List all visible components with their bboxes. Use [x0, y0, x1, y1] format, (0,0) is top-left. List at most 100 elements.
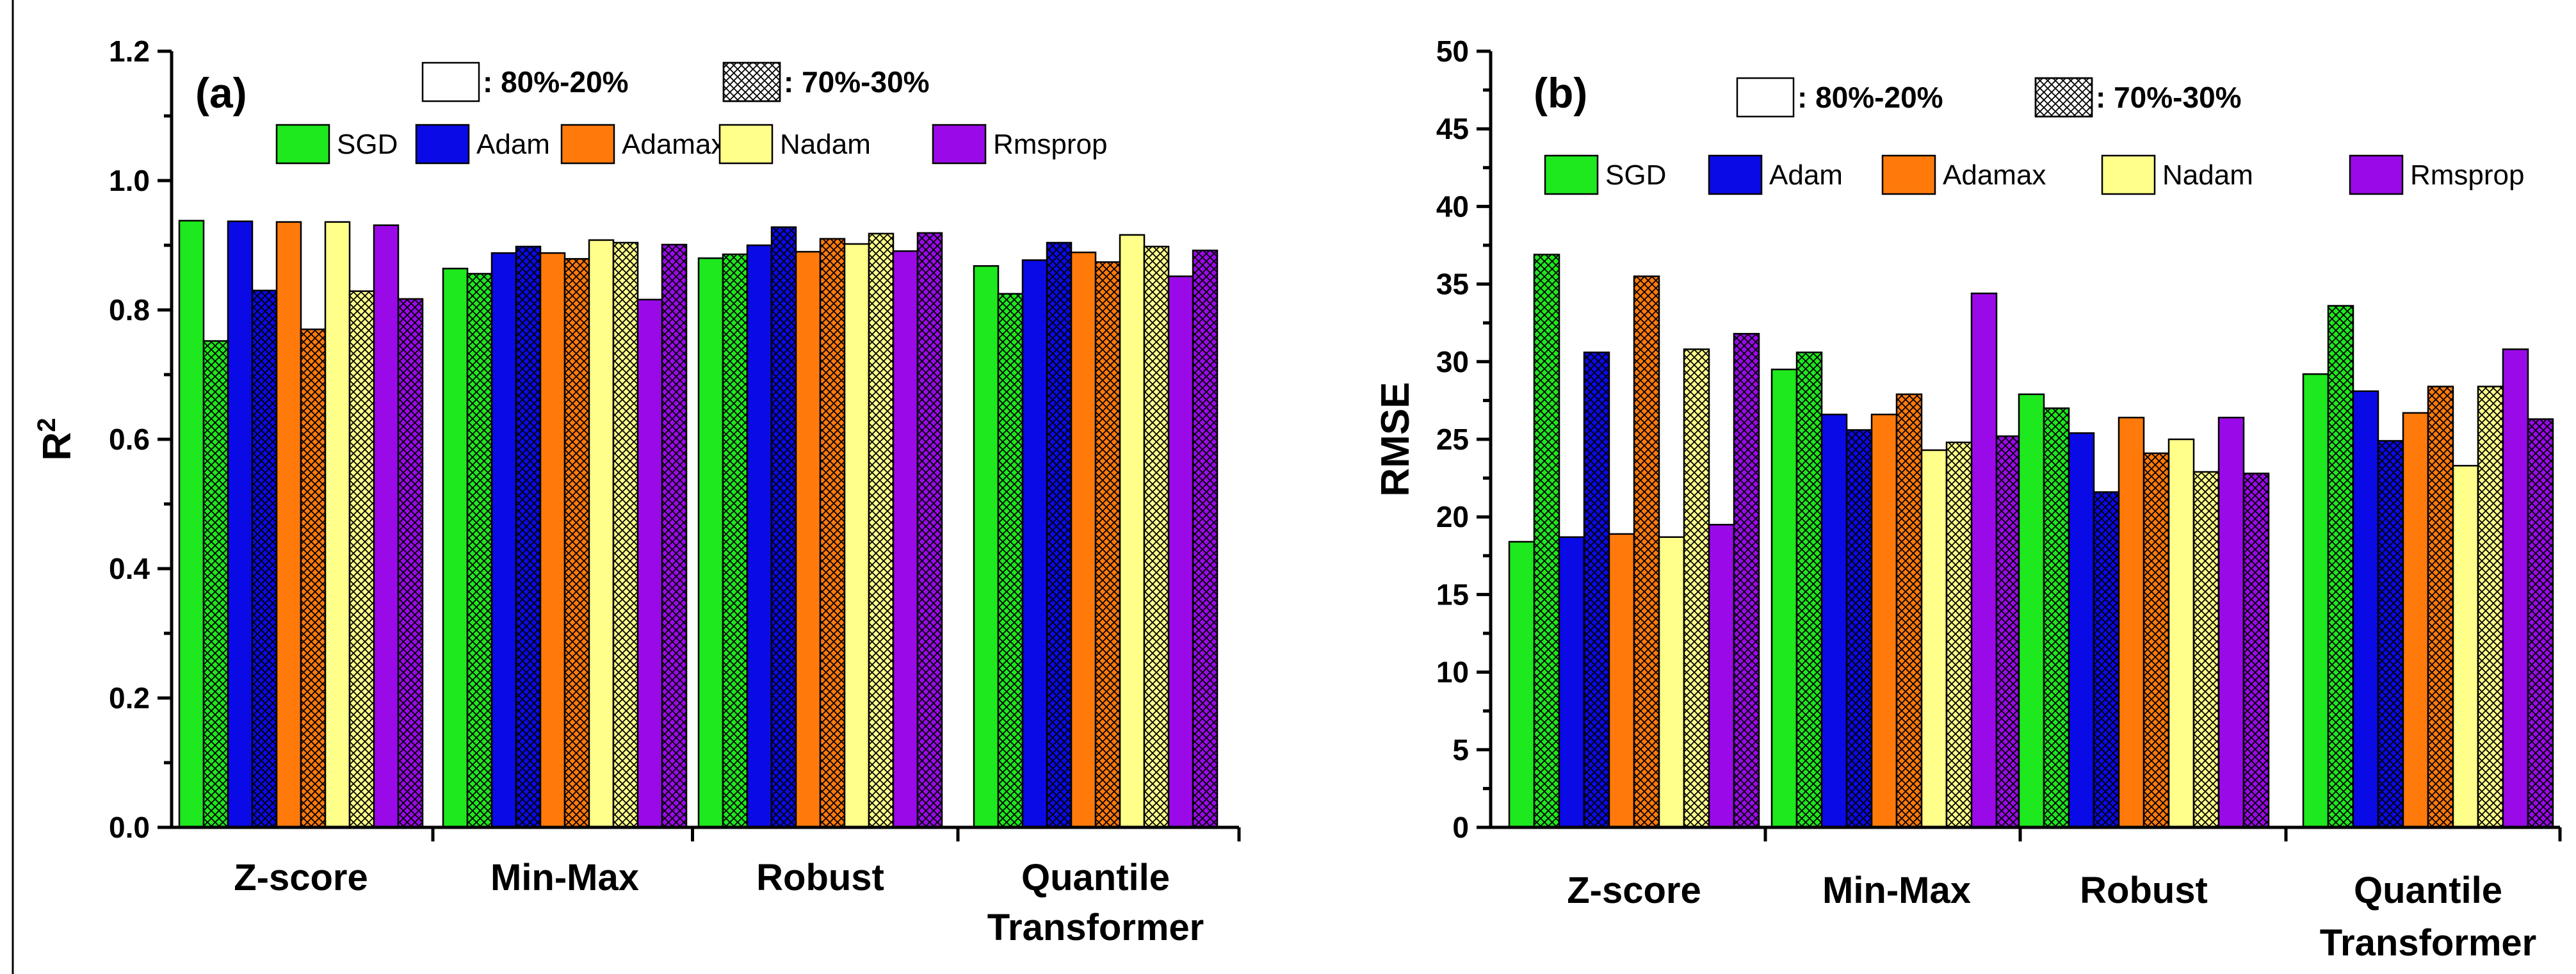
- bar-robust-adam-80-20: [2068, 432, 2095, 829]
- y-tick-label: 0.0: [109, 811, 150, 844]
- bar-quantile-transformer-sgd-70-30-hatch: [998, 293, 1023, 827]
- x-tick-label-line: Robust: [756, 857, 884, 898]
- bar-min-max-rmsprop-80-20: [1970, 292, 1998, 829]
- legend-label: SGD: [1605, 159, 1666, 191]
- bar-z-score-nadam-80-20: [1658, 536, 1685, 829]
- legend-item-nadam: Nadam: [718, 124, 871, 165]
- bar-z-score-adamax-70-30-hatch: [1634, 276, 1659, 828]
- legend-label: Nadam: [2162, 159, 2253, 191]
- legend-swatch: [932, 124, 987, 165]
- legend-label: Adam: [476, 129, 550, 160]
- y-tick-label: 45: [1436, 112, 1469, 145]
- y-tick-label: 0.6: [109, 423, 150, 456]
- bar-min-max-sgd-80-20: [442, 268, 469, 829]
- bar-quantile-transformer-nadam-80-20: [2452, 464, 2479, 829]
- legend: SGD Adam Adamax Nadam Rmsprop: [1544, 154, 2525, 195]
- bar-min-max-adamax-80-20: [1870, 413, 1898, 829]
- bar-z-score-sgd-70-30-hatch: [204, 341, 228, 827]
- legend-swatch: [718, 124, 774, 165]
- bar-robust-rmsprop-70-30-hatch: [918, 232, 942, 827]
- bar-robust-adam-80-20: [746, 244, 773, 829]
- split-legend-80-20: : 80%-20%: [421, 61, 629, 102]
- legend-item-adam: Adam: [415, 124, 550, 165]
- bar-z-score-rmsprop-70-30-hatch: [1734, 334, 1759, 827]
- bar-z-score-adam-70-30-hatch: [1584, 352, 1609, 827]
- x-tick-label-z-score: Z-score: [1567, 870, 1701, 911]
- x-tick-label-min-max: Min-Max: [1822, 870, 1971, 911]
- x-tick-label-line: Z-score: [1567, 870, 1701, 911]
- bar-robust-sgd-80-20: [2018, 393, 2045, 829]
- legend-swatch: [2101, 154, 2156, 195]
- bar-min-max-adamax-80-20: [539, 252, 566, 829]
- legend-label: Adam: [1769, 159, 1843, 191]
- y-tick-label: 40: [1436, 190, 1469, 223]
- bar-quantile-transformer-adamax-80-20: [2402, 412, 2429, 829]
- legend-swatch: [415, 124, 470, 165]
- bar-robust-rmsprop-80-20: [892, 250, 919, 829]
- y-tick-label: 30: [1436, 345, 1469, 378]
- y-tick-label: 25: [1436, 423, 1469, 456]
- y-tick-label: 50: [1436, 35, 1469, 68]
- bar-robust-nadam-70-30-hatch: [869, 233, 893, 827]
- bar-quantile-transformer-sgd-70-30-hatch: [2328, 305, 2353, 827]
- bars: [1508, 254, 2554, 829]
- bar-z-score-rmsprop-70-30-hatch: [398, 298, 423, 828]
- legend-swatch: [560, 124, 615, 165]
- bar-robust-nadam-80-20: [843, 243, 870, 829]
- bar-z-score-sgd-80-20: [178, 220, 205, 829]
- legend-swatch: [1544, 154, 1599, 195]
- split-legend-label: : 70%-30%: [784, 65, 930, 99]
- split-swatch: [421, 61, 480, 102]
- bar-robust-sgd-70-30-hatch: [2044, 408, 2069, 827]
- bar-quantile-transformer-nadam-80-20: [1119, 234, 1146, 829]
- y-tick-label: 0.2: [109, 681, 150, 715]
- x-tick-label-line: Z-score: [234, 857, 368, 898]
- bar-quantile-transformer-sgd-80-20: [973, 265, 1000, 829]
- legend-swatch: [1708, 154, 1763, 195]
- bar-min-max-sgd-70-30-hatch: [1797, 352, 1822, 827]
- y-tick-label: 5: [1452, 733, 1469, 767]
- bar-z-score-sgd-70-30-hatch: [1534, 254, 1559, 827]
- bar-robust-adamax-70-30-hatch: [820, 238, 845, 827]
- y-axis-title: RMSE: [1373, 382, 1418, 496]
- x-tick-label-quantile-transformer: Quantile Transformer: [2320, 870, 2536, 964]
- bar-z-score-sgd-80-20: [1508, 540, 1535, 829]
- bar-min-max-nadam-70-30-hatch: [613, 242, 638, 828]
- x-tick-label-line: Min-Max: [1822, 870, 1971, 911]
- x-tick-label-line: Min-Max: [490, 857, 639, 898]
- bar-min-max-sgd-80-20: [1770, 368, 1798, 829]
- bar-robust-sgd-80-20: [697, 257, 724, 829]
- bar-z-score-adam-80-20: [227, 220, 254, 829]
- legend-swatch: [1881, 154, 1936, 195]
- bar-quantile-transformer-nadam-70-30-hatch: [2478, 386, 2503, 827]
- y-axis-title: R2: [33, 418, 79, 460]
- bar-quantile-transformer-adam-70-30-hatch: [2378, 441, 2403, 827]
- bar-robust-adamax-70-30-hatch: [2144, 453, 2169, 827]
- bar-robust-rmsprop-80-20: [2217, 416, 2245, 829]
- bar-quantile-transformer-adam-80-20: [1021, 259, 1048, 829]
- split-legend-label: : 70%-30%: [2096, 81, 2242, 114]
- bar-min-max-adam-70-30-hatch: [1847, 430, 1872, 827]
- y-tick-label: 0.4: [109, 552, 150, 585]
- bar-min-max-adamax-70-30-hatch: [565, 259, 589, 828]
- bar-robust-adamax-80-20: [2118, 416, 2145, 829]
- legend-item-sgd: SGD: [1544, 154, 1666, 195]
- bar-z-score-adamax-70-30-hatch: [301, 329, 325, 827]
- bar-quantile-transformer-rmsprop-80-20: [1167, 275, 1194, 829]
- legend-item-adamax: Adamax: [560, 124, 725, 165]
- split-legend-label: : 80%-20%: [1797, 81, 1943, 114]
- y-tick-label: 10: [1436, 656, 1469, 689]
- split-legend-80-20: : 80%-20%: [1736, 77, 1943, 118]
- panel-b-chart: 0 5 10 15 20 25 30 35 40 45 50 Z-score Min-Max Robust…: [1373, 35, 2562, 964]
- split-legend-label: : 80%-20%: [483, 65, 629, 99]
- legend-label: Adamax: [1943, 159, 2046, 191]
- bar-min-max-nadam-80-20: [1920, 449, 1948, 829]
- y-tick-label: 35: [1436, 268, 1469, 301]
- x-tick-label-quantile-transformer: Quantile Transformer: [987, 857, 1204, 948]
- bar-quantile-transformer-adamax-70-30-hatch: [2428, 386, 2453, 827]
- legend-label: Nadam: [780, 129, 871, 160]
- bar-min-max-rmsprop-70-30-hatch: [1997, 436, 2021, 827]
- panel-label: (a): [195, 69, 247, 117]
- bar-min-max-adam-70-30-hatch: [516, 247, 540, 827]
- bar-min-max-sgd-70-30-hatch: [467, 273, 492, 827]
